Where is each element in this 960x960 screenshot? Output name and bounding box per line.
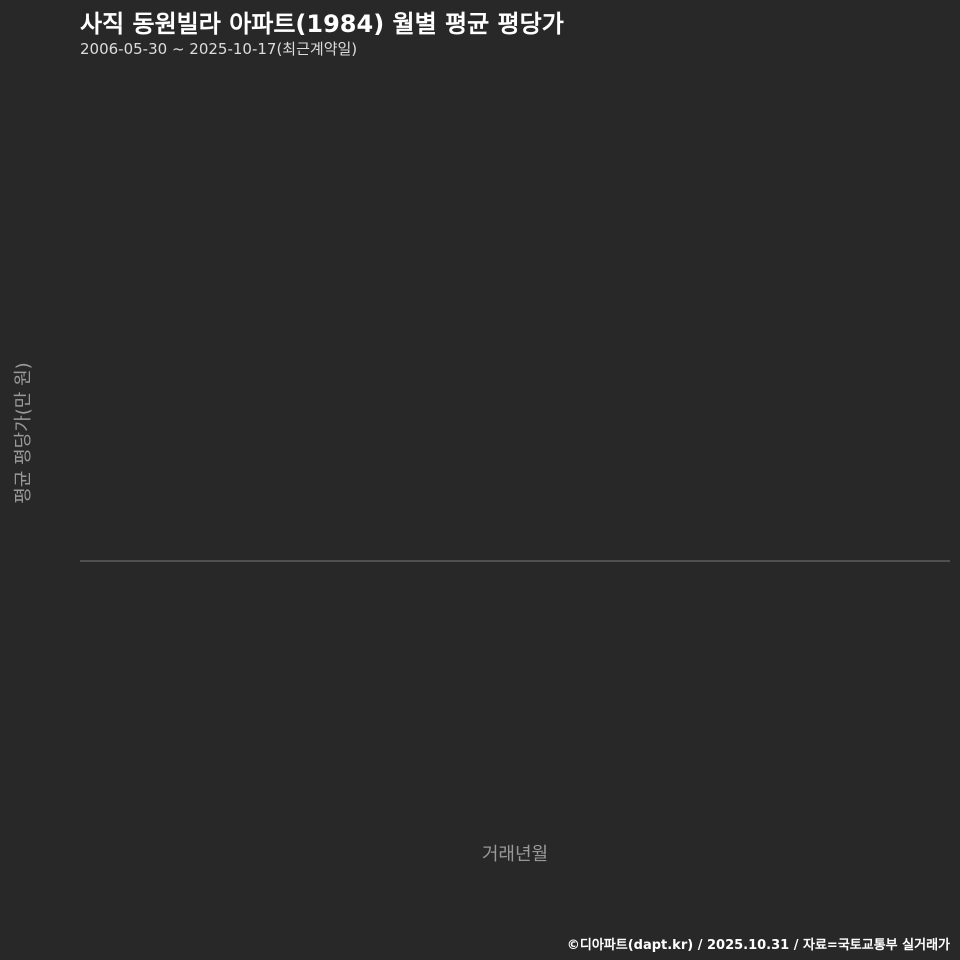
chart-subtitle: 2006-05-30 ~ 2025-10-17(최근계약일) [80,40,358,58]
x-axis-label: 거래년월 [481,844,549,865]
credit: ©디아파트(dapt.kr) / 2025.10.31 / 자료=국토교통부 실… [566,938,950,953]
chart-title: 사직 동원빌라 아파트(1984) 월별 평균 평당가 [80,10,564,38]
y-axis-label: 평균 평당가(만 원) [13,362,34,504]
